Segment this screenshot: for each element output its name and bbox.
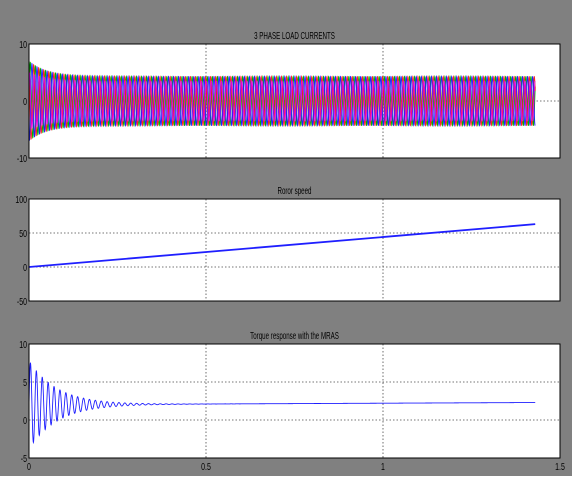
series-group <box>29 362 536 445</box>
y-tick-label: 100 <box>15 194 27 206</box>
x-tick-label: 1.5 <box>555 461 565 473</box>
chart-title: 3 PHASE LOAD CURRENTS <box>254 29 335 41</box>
y-tick-label: 10 <box>19 39 27 51</box>
series-line-1 <box>29 223 536 268</box>
axes-border <box>28 343 561 459</box>
series-line-4 <box>29 72 536 129</box>
series-group <box>29 223 536 268</box>
y-tick-label: 0 <box>23 96 27 108</box>
series-line-1 <box>29 362 536 445</box>
series-line-3 <box>29 62 536 142</box>
y-tick-label: -50 <box>17 296 27 308</box>
x-tick-label: 0 <box>27 461 31 473</box>
subplot-2: 100 50 0 -50 Roror speed <box>15 184 561 308</box>
y-tick-label: 5 <box>23 377 27 389</box>
y-tick-label: 0 <box>23 262 27 274</box>
y-tick-label: -10 <box>17 153 27 165</box>
axes-border <box>28 198 561 302</box>
y-tick-label: 50 <box>19 228 27 240</box>
x-tick-label: 0.5 <box>201 461 211 473</box>
chart-title: Torque response with the MRAS <box>250 329 339 341</box>
axes-background <box>29 199 560 301</box>
chart-title: Roror speed <box>277 184 311 196</box>
y-tick-label: -5 <box>21 453 27 465</box>
y-tick-label: 0 <box>23 415 27 427</box>
y-tick-label: 10 <box>19 339 27 351</box>
x-tick-label: 1 <box>381 461 385 473</box>
series-group <box>29 61 536 142</box>
subplot-1: 10 0 -10 3 PHASE LOAD CURRENTS <box>17 29 561 165</box>
axes-border <box>28 43 561 159</box>
axes-background <box>29 344 560 458</box>
